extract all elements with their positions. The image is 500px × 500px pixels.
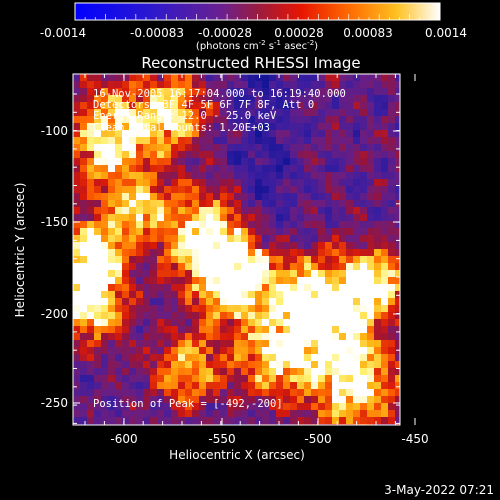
annotation-peak-position: Position of Peak = [-492,-200] xyxy=(93,398,283,410)
colorbar-tick-label: 0.00083 xyxy=(343,26,393,40)
annotation-energy-range: Energy Range: 12.0 - 25.0 keV xyxy=(93,110,277,122)
y-tick-label: -100 xyxy=(41,124,68,138)
colorbar-tick-label: 0.00028 xyxy=(274,26,324,40)
colorbar-units: (photons cm-2 s-1 asec-2) xyxy=(196,39,318,52)
colorbar-tick-label: -0.00083 xyxy=(130,26,184,40)
colorbar-tick-label: -0.0014 xyxy=(40,26,86,40)
y-tick-label: -150 xyxy=(41,215,68,229)
annotation-time-range: 16-Nov-2005 16:17:04.000 to 16:19:40.000 xyxy=(93,88,346,100)
annotation-clean-counts: Clean Total counts: 1.20E+03 xyxy=(93,122,270,134)
colorbar-tick-marks xyxy=(84,14,431,20)
timestamp: 3-May-2022 07:21 xyxy=(384,483,494,497)
axis-tick-marks xyxy=(73,74,416,425)
y-tick-label: -200 xyxy=(41,307,68,321)
rhessi-image xyxy=(73,74,401,426)
y-tick-label: -250 xyxy=(41,396,68,410)
plot-title: Reconstructed RHESSI Image xyxy=(141,54,360,72)
colorbar: -0.0014 -0.00083 -0.00028 0.00028 0.0008… xyxy=(40,2,467,52)
x-tick-label: -550 xyxy=(208,432,235,446)
x-tick-label: -450 xyxy=(401,432,428,446)
x-axis-label: Heliocentric X (arcsec) xyxy=(169,448,305,462)
x-tick-label: -500 xyxy=(304,432,331,446)
x-tick-label: -600 xyxy=(110,432,137,446)
y-axis-label: Heliocentric Y (arcsec) xyxy=(13,183,27,318)
image-annotation: 16-Nov-2005 16:17:04.000 to 16:19:40.000… xyxy=(93,88,346,410)
colorbar-tick-label: 0.0014 xyxy=(425,26,467,40)
colorbar-tick-label: -0.00028 xyxy=(198,26,252,40)
annotation-detectors: Detectors: 3F 4F 5F 6F 7F 8F, Att 0 xyxy=(93,99,314,111)
plot-frame xyxy=(72,73,401,426)
